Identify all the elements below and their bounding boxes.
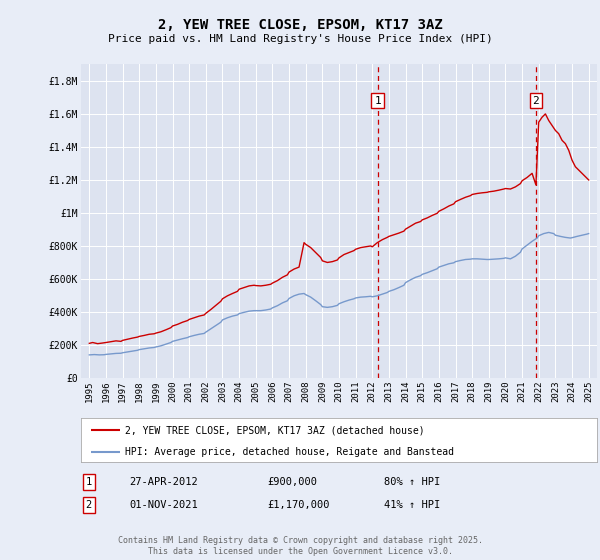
- Text: Price paid vs. HM Land Registry's House Price Index (HPI): Price paid vs. HM Land Registry's House …: [107, 34, 493, 44]
- Text: 2: 2: [86, 500, 92, 510]
- Text: 1: 1: [86, 477, 92, 487]
- Text: £1,170,000: £1,170,000: [267, 500, 329, 510]
- Text: 2: 2: [533, 96, 539, 106]
- Text: 2, YEW TREE CLOSE, EPSOM, KT17 3AZ (detached house): 2, YEW TREE CLOSE, EPSOM, KT17 3AZ (deta…: [125, 425, 424, 435]
- Text: 01-NOV-2021: 01-NOV-2021: [129, 500, 198, 510]
- Text: Contains HM Land Registry data © Crown copyright and database right 2025.
This d: Contains HM Land Registry data © Crown c…: [118, 536, 482, 556]
- Text: 80% ↑ HPI: 80% ↑ HPI: [384, 477, 440, 487]
- Text: 1: 1: [374, 96, 381, 106]
- Text: HPI: Average price, detached house, Reigate and Banstead: HPI: Average price, detached house, Reig…: [125, 447, 454, 458]
- Text: 27-APR-2012: 27-APR-2012: [129, 477, 198, 487]
- Text: 41% ↑ HPI: 41% ↑ HPI: [384, 500, 440, 510]
- Text: 2, YEW TREE CLOSE, EPSOM, KT17 3AZ: 2, YEW TREE CLOSE, EPSOM, KT17 3AZ: [158, 18, 442, 32]
- Text: £900,000: £900,000: [267, 477, 317, 487]
